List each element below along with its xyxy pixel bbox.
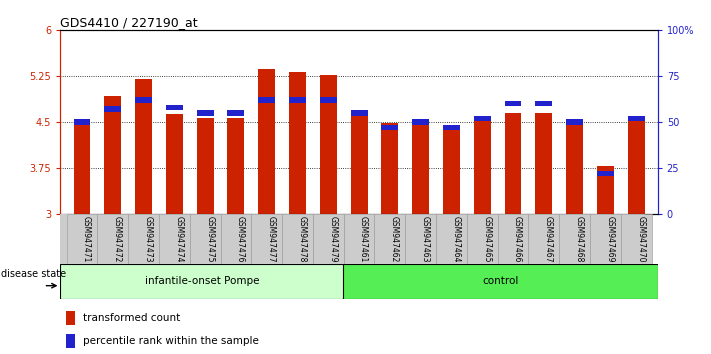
Bar (166, 114, 183, 214)
Bar (73, 119, 90, 125)
Bar (351, 110, 368, 116)
Text: GSM947468: GSM947468 (574, 216, 584, 262)
Bar (320, 75, 337, 214)
Bar (190, 214, 220, 264)
Bar (343, 264, 658, 299)
Bar (60, 264, 343, 299)
Bar (258, 69, 275, 214)
Text: GSM947477: GSM947477 (267, 216, 276, 262)
Text: GSM947467: GSM947467 (544, 216, 552, 262)
Bar (590, 214, 621, 264)
Bar (535, 113, 552, 214)
Bar (528, 214, 559, 264)
Bar (381, 125, 398, 130)
Bar (566, 119, 583, 125)
Bar (443, 125, 460, 214)
Text: transformed count: transformed count (82, 313, 180, 323)
Bar (474, 121, 491, 214)
Bar (343, 214, 375, 264)
Text: infantile-onset Pompe: infantile-onset Pompe (144, 276, 259, 286)
Bar (375, 214, 405, 264)
Bar (166, 105, 183, 110)
Bar (105, 96, 122, 214)
Text: GSM947472: GSM947472 (113, 216, 122, 262)
Bar (412, 119, 429, 125)
Text: GSM947464: GSM947464 (451, 216, 461, 262)
Bar (251, 214, 282, 264)
Text: GSM947466: GSM947466 (513, 216, 522, 262)
Bar (436, 214, 467, 264)
Bar (566, 121, 583, 214)
Bar (381, 123, 398, 214)
Bar (559, 214, 590, 264)
Bar (628, 116, 645, 121)
Bar (220, 214, 251, 264)
Text: disease state: disease state (1, 269, 66, 279)
Bar (197, 110, 213, 116)
Bar (505, 113, 521, 214)
Text: GSM947476: GSM947476 (236, 216, 245, 262)
Bar (597, 166, 614, 214)
Text: GSM947471: GSM947471 (82, 216, 91, 262)
Bar (628, 119, 645, 214)
Bar (351, 116, 368, 214)
Bar (258, 97, 275, 103)
Text: GSM947473: GSM947473 (144, 216, 153, 262)
Bar (228, 118, 245, 214)
Text: GSM947475: GSM947475 (205, 216, 214, 262)
Bar (443, 125, 460, 130)
Text: GSM947462: GSM947462 (390, 216, 399, 262)
Text: control: control (482, 276, 519, 286)
Bar (197, 118, 213, 214)
Bar (289, 97, 306, 103)
Bar (621, 214, 651, 264)
Bar (505, 101, 521, 107)
Bar (73, 121, 90, 214)
Text: GSM947474: GSM947474 (174, 216, 183, 262)
Text: GSM947470: GSM947470 (636, 216, 645, 262)
Bar (67, 214, 97, 264)
Bar (135, 97, 152, 103)
Text: GSM947465: GSM947465 (482, 216, 491, 262)
Bar (66, 334, 75, 348)
Bar (474, 116, 491, 121)
Bar (97, 214, 128, 264)
Bar (320, 97, 337, 103)
Bar (159, 214, 190, 264)
Text: GSM947469: GSM947469 (605, 216, 614, 262)
Bar (282, 214, 313, 264)
Text: percentile rank within the sample: percentile rank within the sample (82, 336, 258, 346)
Text: GSM947478: GSM947478 (297, 216, 306, 262)
Bar (412, 121, 429, 214)
Bar (467, 214, 498, 264)
Bar (128, 214, 159, 264)
Bar (228, 110, 245, 116)
Bar (289, 73, 306, 214)
Bar (498, 214, 528, 264)
Bar (105, 107, 122, 112)
Bar (313, 214, 343, 264)
Bar (405, 214, 436, 264)
Bar (597, 171, 614, 176)
Bar (66, 312, 75, 325)
Bar (135, 79, 152, 214)
Bar (535, 101, 552, 107)
Text: GSM947461: GSM947461 (359, 216, 368, 262)
Text: GSM947479: GSM947479 (328, 216, 337, 262)
Text: GDS4410 / 227190_at: GDS4410 / 227190_at (60, 16, 198, 29)
Text: GSM947463: GSM947463 (421, 216, 429, 262)
